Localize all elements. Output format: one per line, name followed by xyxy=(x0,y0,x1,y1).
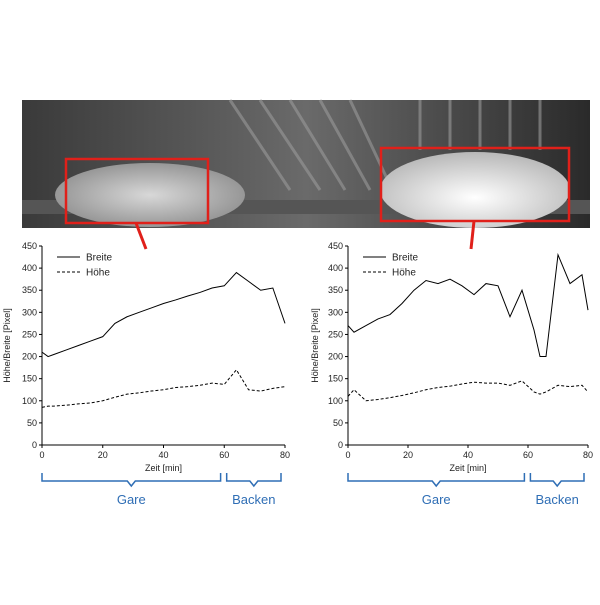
x-tick-label: 80 xyxy=(280,450,290,460)
x-tick-label: 20 xyxy=(98,450,108,460)
legend-label: Höhe xyxy=(392,268,416,279)
series-line xyxy=(41,368,286,408)
y-tick-label: 100 xyxy=(22,396,37,406)
bracket xyxy=(347,473,526,488)
y-tick-label: 400 xyxy=(328,263,343,273)
y-tick-label: 250 xyxy=(328,329,343,339)
annotation: Backen xyxy=(232,492,275,507)
y-tick-label: 50 xyxy=(27,418,37,428)
y-tick-label: 450 xyxy=(22,241,37,251)
bracket xyxy=(529,473,585,488)
legend-label: Breite xyxy=(392,253,419,264)
x-tick-label: 60 xyxy=(219,450,229,460)
y-tick-label: 350 xyxy=(22,285,37,295)
x-tick-label: 0 xyxy=(345,450,350,460)
y-tick-label: 150 xyxy=(22,374,37,384)
annotation: Gare xyxy=(117,492,146,507)
y-axis-label: Höhe/Breite [Pixel] xyxy=(2,308,12,383)
y-tick-label: 50 xyxy=(333,418,343,428)
y-tick-label: 300 xyxy=(22,307,37,317)
y-tick-label: 0 xyxy=(338,440,343,450)
x-tick-label: 40 xyxy=(158,450,168,460)
y-tick-label: 350 xyxy=(328,285,343,295)
series-line xyxy=(347,380,589,402)
y-tick-label: 150 xyxy=(328,374,343,384)
y-axis-label: Höhe/Breite [Pixel] xyxy=(310,308,320,383)
series-line xyxy=(41,271,286,358)
y-tick-label: 450 xyxy=(328,241,343,251)
y-tick-label: 250 xyxy=(22,329,37,339)
annotation: Backen xyxy=(536,492,579,507)
legend-label: Höhe xyxy=(86,268,110,279)
x-axis-label: Zeit [min] xyxy=(449,463,486,473)
x-axis-label: Zeit [min] xyxy=(145,463,182,473)
y-tick-label: 300 xyxy=(328,307,343,317)
y-tick-label: 100 xyxy=(328,396,343,406)
y-tick-label: 0 xyxy=(32,440,37,450)
annotation: Gare xyxy=(422,492,451,507)
y-tick-label: 400 xyxy=(22,263,37,273)
y-tick-label: 200 xyxy=(328,352,343,362)
legend-label: Breite xyxy=(86,253,113,264)
x-tick-label: 60 xyxy=(523,450,533,460)
x-tick-label: 40 xyxy=(463,450,473,460)
x-tick-label: 20 xyxy=(403,450,413,460)
bracket xyxy=(41,473,222,488)
x-tick-label: 0 xyxy=(39,450,44,460)
series-line xyxy=(347,252,589,358)
x-tick-label: 80 xyxy=(583,450,593,460)
y-tick-label: 200 xyxy=(22,352,37,362)
photo xyxy=(22,99,590,250)
bracket xyxy=(225,473,282,488)
